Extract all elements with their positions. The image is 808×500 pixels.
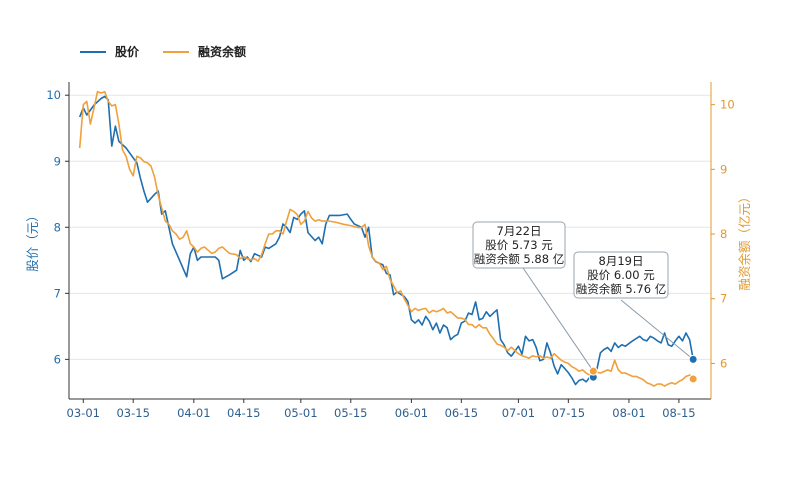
annotation-price-marker [688,354,698,364]
x-tick-label: 07-01 [502,406,535,420]
annotation-margin-marker [588,366,598,376]
x-tick-label: 06-15 [445,406,478,420]
annotation-text: 7月22日 [497,224,542,238]
annotation-text: 股价 5.73 元 [485,238,553,252]
annotation-leader-line [518,261,594,372]
x-tick-label: 07-15 [552,406,585,420]
x-tick-label: 05-01 [284,406,317,420]
x-tick-label: 06-01 [395,406,428,420]
legend-label: 融资余额 [198,44,246,59]
x-tick-label: 08-15 [662,406,695,420]
y-right-axis-label: 融资余额（亿元） [737,190,752,290]
x-tick-label: 04-15 [227,406,260,420]
annotation-text: 股价 6.00 元 [587,268,655,282]
x-tick-label: 03-15 [116,406,149,420]
y-right-tick-label: 7 [720,292,727,306]
margin-series-line [78,90,694,387]
x-tick-label: 04-01 [177,406,210,420]
margin-points [79,91,694,387]
y-right-tick-label: 9 [720,162,727,176]
annotation-margin-marker [688,374,698,384]
annotation-box [472,221,566,269]
x-tick-label: 08-01 [612,406,645,420]
y-right-tick-label: 10 [720,98,735,112]
price-series-line [78,95,694,386]
annotation-text: 融资余额 5.76 亿 [576,282,666,296]
x-tick-label: 03-01 [67,406,100,420]
y-right-tick-label: 6 [720,356,727,370]
annotation-text: 融资余额 5.88 亿 [474,252,564,266]
annotation-box [573,251,669,299]
y-left-tick-label: 10 [46,88,61,102]
y-left-tick-label: 8 [54,220,61,234]
annotation-leader-line [620,299,694,360]
y-left-axis-label: 股价（元） [25,209,40,272]
y-right-tick-label: 8 [720,227,727,241]
legend-label: 股价 [115,44,140,59]
y-left-tick-label: 6 [54,352,61,366]
y-left-tick-label: 7 [54,286,61,300]
y-left-tick-label: 9 [54,154,61,168]
x-tick-label: 05-15 [334,406,367,420]
annotation-text: 8月19日 [599,254,644,268]
